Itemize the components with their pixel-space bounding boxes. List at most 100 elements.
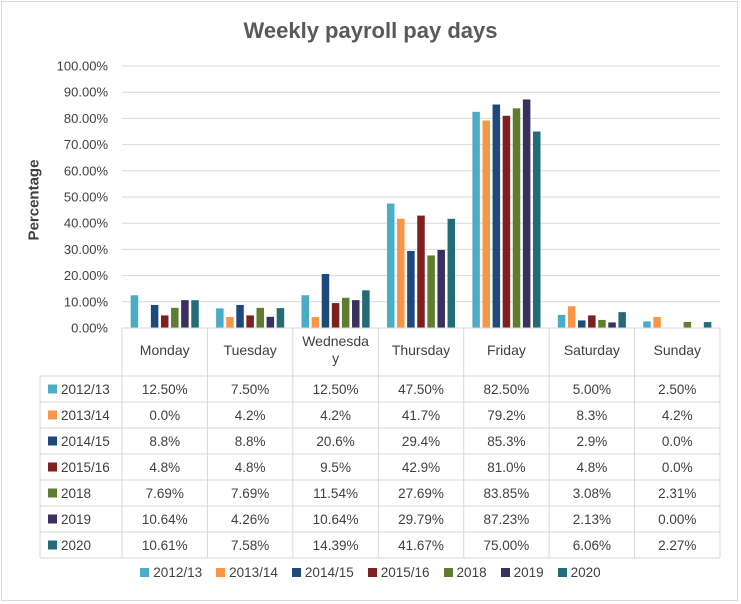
table-cell: 8.3% xyxy=(576,408,607,423)
table-cell: 0.00% xyxy=(658,512,696,527)
table-series-label: 2015/16 xyxy=(61,460,110,475)
table-cell: 14.39% xyxy=(313,538,359,553)
table-legend-key xyxy=(48,384,57,394)
table-series-label: 2014/15 xyxy=(61,434,110,449)
bar xyxy=(683,321,692,328)
x-tick-label: Wednesda xyxy=(302,333,369,349)
bar xyxy=(608,322,616,328)
table-cell: 4.2% xyxy=(320,408,351,423)
table-legend-key xyxy=(48,540,57,550)
table-cell: 7.69% xyxy=(231,486,269,501)
y-tick-label: 50.00% xyxy=(64,190,109,205)
bar xyxy=(266,316,275,328)
bar xyxy=(417,215,425,328)
table-cell: 41.67% xyxy=(398,538,444,553)
table-legend-key xyxy=(48,462,57,472)
legend-label: 2014/15 xyxy=(304,565,354,580)
legend-item: 2013/14 xyxy=(216,565,278,580)
bar xyxy=(472,111,480,328)
y-tick-label: 30.00% xyxy=(64,242,109,257)
x-tick-label: Sunday xyxy=(654,342,701,358)
table-cell: 8.8% xyxy=(235,434,266,449)
chart-legend: 2012/13 2013/14 2014/15 2015/16 2018 2019 2020 xyxy=(0,565,741,580)
table-cell: 29.79% xyxy=(398,512,444,527)
table-cell: 12.50% xyxy=(142,382,188,397)
bar xyxy=(171,307,179,328)
table-cell: 5.00% xyxy=(573,382,611,397)
legend-swatch xyxy=(291,568,301,577)
table-cell: 0.0% xyxy=(149,408,180,423)
bar xyxy=(191,300,199,328)
bar xyxy=(578,320,586,328)
bar xyxy=(397,218,405,328)
table-series-label: 2012/13 xyxy=(61,382,110,397)
legend-label: 2015/16 xyxy=(380,565,430,580)
bar xyxy=(557,314,566,328)
y-tick-label: 70.00% xyxy=(64,137,109,152)
table-cell: 10.61% xyxy=(142,538,188,553)
table-cell: 85.3% xyxy=(487,434,525,449)
bar xyxy=(130,295,139,328)
legend-label: 2020 xyxy=(570,565,601,580)
bar xyxy=(512,108,521,328)
table-cell: 3.08% xyxy=(573,486,611,501)
bar xyxy=(216,308,224,328)
legend-swatch xyxy=(500,568,510,577)
table-cell: 0.0% xyxy=(662,434,693,449)
table-cell: 2.27% xyxy=(658,538,696,553)
legend-item: 2012/13 xyxy=(140,565,202,580)
table-series-label: 2013/14 xyxy=(61,408,110,423)
table-cell: 7.58% xyxy=(231,538,269,553)
bar xyxy=(150,304,159,328)
table-cell: 8.8% xyxy=(149,434,180,449)
bar xyxy=(276,308,285,328)
x-tick-label: y xyxy=(332,350,339,366)
bar xyxy=(703,322,712,328)
table-legend-key xyxy=(48,488,57,498)
bar xyxy=(181,300,189,328)
bar xyxy=(502,115,511,328)
legend-item: 2015/16 xyxy=(367,565,430,580)
bar xyxy=(653,316,661,328)
bar xyxy=(311,316,320,328)
bar xyxy=(447,218,456,328)
table-cell: 2.31% xyxy=(658,486,696,501)
table-cell: 75.00% xyxy=(484,538,530,553)
legend-item: 2019 xyxy=(500,565,544,580)
table-cell: 4.8% xyxy=(235,460,266,475)
table-cell: 4.2% xyxy=(235,408,266,423)
table-cell: 6.06% xyxy=(573,538,611,553)
y-tick-label: 10.00% xyxy=(64,294,109,309)
table-cell: 4.8% xyxy=(149,460,180,475)
table-cell: 7.69% xyxy=(146,486,184,501)
bar xyxy=(352,300,360,328)
y-tick-label: 60.00% xyxy=(64,163,109,178)
x-tick-label: Tuesday xyxy=(224,342,277,358)
legend-swatch xyxy=(557,568,567,577)
table-cell: 27.69% xyxy=(398,486,444,501)
bar xyxy=(532,131,541,328)
table-cell: 10.64% xyxy=(313,512,359,527)
table-cell: 83.85% xyxy=(484,486,530,501)
legend-label: 2013/14 xyxy=(229,565,278,580)
bar xyxy=(331,303,340,328)
table-legend-key xyxy=(48,514,57,524)
table-series-label: 2020 xyxy=(61,538,91,553)
table-cell: 42.9% xyxy=(402,460,440,475)
bar xyxy=(341,297,350,328)
bar xyxy=(236,304,244,328)
table-legend-key xyxy=(48,436,57,446)
bar xyxy=(321,274,330,328)
legend-item: 2020 xyxy=(557,565,601,580)
legend-swatch xyxy=(367,568,377,577)
legend-swatch xyxy=(443,568,453,577)
bar xyxy=(588,315,596,328)
bar xyxy=(427,255,435,328)
bar xyxy=(492,104,501,328)
table-cell: 47.50% xyxy=(398,382,444,397)
table-cell: 9.5% xyxy=(320,460,351,475)
table-cell: 20.6% xyxy=(316,434,354,449)
bar xyxy=(522,99,531,328)
bar xyxy=(407,250,415,328)
table-series-label: 2018 xyxy=(61,486,91,501)
